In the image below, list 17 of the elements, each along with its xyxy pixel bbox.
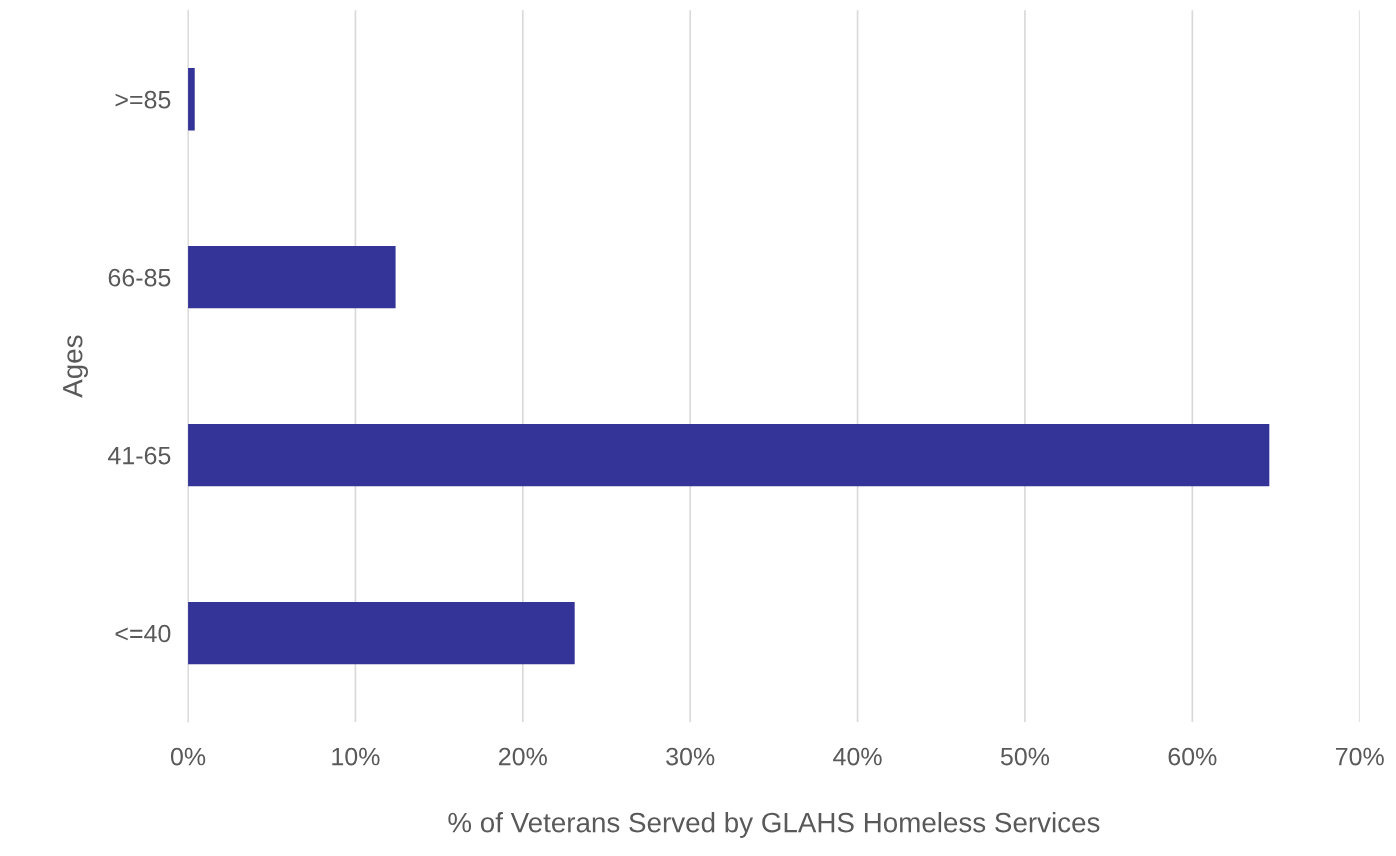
y-tick-label: <=40 [115, 624, 171, 643]
x-tick-label: 10% [332, 747, 380, 766]
x-axis-title: % of Veterans Served by GLAHS Homeless Services [448, 812, 1100, 838]
x-tick-label: 30% [666, 747, 715, 766]
y-axis-title: Ages [63, 335, 88, 398]
bar [188, 601, 575, 665]
x-tick-label: 20% [499, 747, 547, 766]
y-tick-label: 41-65 [108, 446, 171, 465]
y-tick-label: >=85 [115, 90, 171, 109]
x-tick-label: 50% [1000, 747, 1050, 766]
x-tick-label: 70% [1335, 747, 1384, 766]
x-tick-label: 0% [170, 747, 206, 766]
bar [188, 246, 396, 309]
x-tick-label: 40% [833, 747, 882, 766]
bar [188, 423, 1270, 487]
x-tick-label: 60% [1168, 747, 1217, 766]
y-tick-label: 66-85 [108, 268, 171, 287]
